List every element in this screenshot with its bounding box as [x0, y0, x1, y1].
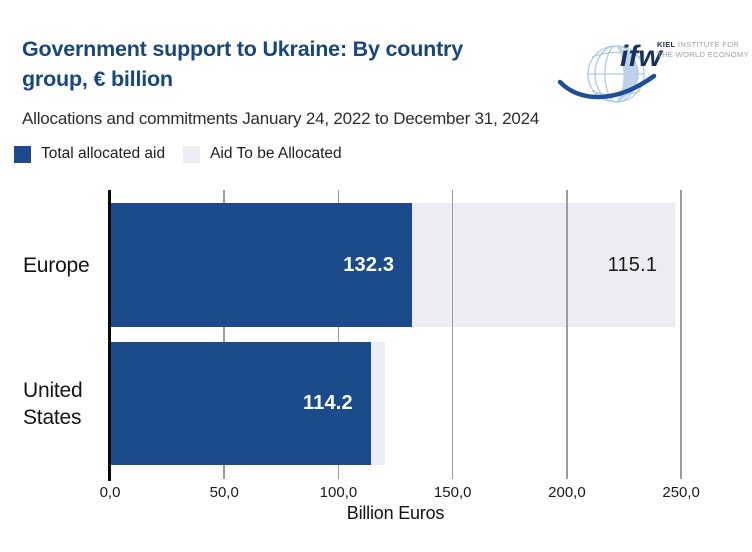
legend: Total allocated aid Aid To be Allocated: [14, 145, 342, 163]
svg-text:KIEL INSTITUTE FOR: KIEL INSTITUTE FOR: [657, 40, 739, 49]
gridline: [451, 190, 454, 479]
title-line-2: group, € billion: [22, 67, 173, 91]
legend-label-total-allocated: Total allocated aid: [41, 145, 166, 162]
x-tick-label: 100,0: [319, 484, 358, 501]
x-tick-label: 0,0: [99, 484, 121, 501]
legend-swatch-to-be-allocated: [183, 145, 201, 163]
legend-item-total-allocated: Total allocated aid: [14, 145, 165, 163]
svg-text:THE WORLD ECONOMY: THE WORLD ECONOMY: [657, 50, 749, 59]
legend-label-to-be-allocated: Aid To be Allocated: [210, 145, 342, 162]
gridline: [566, 190, 568, 479]
x-tick-label: 150,0: [433, 484, 472, 501]
bar-value-label: 114.2: [302, 392, 353, 414]
x-tick-label: 250,0: [662, 484, 700, 501]
kiel-institute-logo: ifw KIEL INSTITUTE FOR THE WORLD ECONOMY: [556, 26, 752, 110]
plot-area: 132.3 115.1 114.2: [108, 190, 704, 481]
bar-europe-allocated: [110, 203, 413, 327]
category-label-europe: Europe: [23, 254, 90, 277]
chart-subtitle: Allocations and commitments January 24, …: [22, 109, 540, 128]
gridline: [337, 190, 340, 479]
bar-value-label: 132.3: [343, 254, 395, 276]
x-tick-label: 200,0: [548, 484, 586, 501]
kiel-globe-icon: ifw KIEL INSTITUTE FOR THE WORLD ECONOMY: [557, 40, 749, 103]
gridline: [680, 190, 682, 479]
x-axis-ticks: 0,0 50,0 100,0 150,0 200,0 250,0: [100, 484, 704, 504]
y-axis-line: [108, 190, 111, 481]
title-line-1: Government support to Ukraine: By countr…: [22, 37, 463, 61]
x-axis-title: Billion Euros: [346, 503, 445, 523]
legend-item-to-be-allocated: Aid To be Allocated: [183, 145, 342, 163]
gridline: [223, 190, 225, 479]
category-label-united-states: United States: [23, 379, 83, 429]
logo-wordmark: ifw: [620, 40, 663, 73]
bar-value-label: 115.1: [607, 254, 658, 276]
bar-united-states-to-be-allocated: [370, 342, 385, 465]
bar-europe-to-be-allocated: [412, 203, 676, 327]
page-title: Government support to Ukraine: By countr…: [22, 34, 463, 94]
legend-swatch-total-allocated: [14, 145, 31, 163]
bar-united-states-allocated: [110, 342, 371, 465]
x-tick-label: 50,0: [209, 484, 239, 501]
